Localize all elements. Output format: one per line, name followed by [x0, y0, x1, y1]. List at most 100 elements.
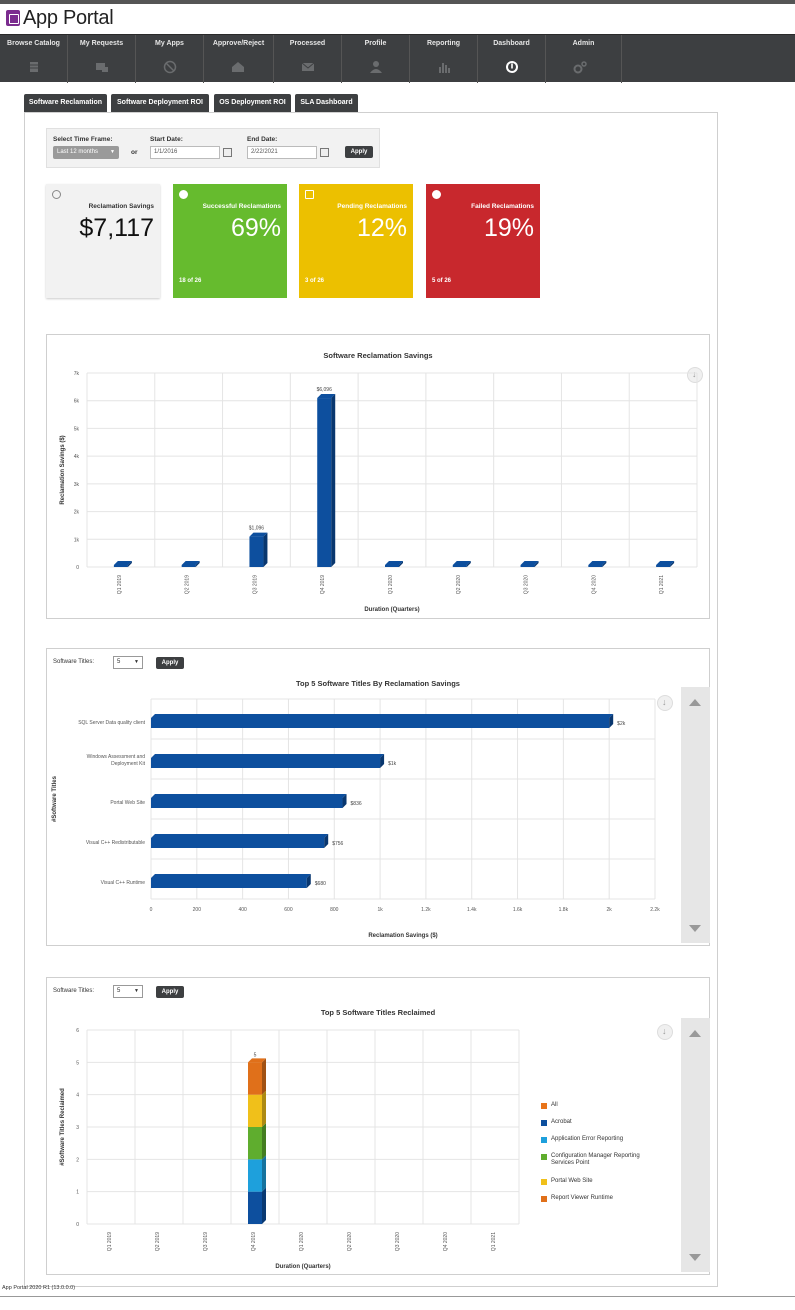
nav-admin[interactable]: Admin: [546, 35, 622, 83]
data-label: $1k: [388, 761, 397, 767]
nav-dashboard[interactable]: Dashboard: [478, 35, 546, 83]
chart-scrollbar[interactable]: [681, 1018, 710, 1272]
bar: [181, 565, 196, 567]
x-tick-label: 200: [193, 907, 202, 913]
y-tick-label: 0: [76, 1222, 79, 1228]
scroll-down-icon[interactable]: [689, 1254, 701, 1261]
bar-side: [380, 754, 385, 768]
card-value: $7,117: [79, 214, 154, 242]
stacked-bar-segment: [248, 1127, 262, 1160]
nav-profile[interactable]: Profile: [342, 35, 410, 83]
y-tick-label: 6k: [74, 399, 80, 405]
download-icon[interactable]: [687, 367, 703, 383]
x-tick-label: Q1 2021: [659, 575, 665, 594]
failed-reclamations-card: Failed Reclamations 19% 5 of 26: [426, 184, 540, 298]
y-tick-label: 6: [76, 1028, 79, 1034]
bar-top: [151, 754, 385, 758]
y-axis-label: Reclamation Savings ($): [60, 435, 66, 504]
software-titles-select[interactable]: 5: [113, 656, 143, 669]
x-tick-label: 1k: [377, 907, 383, 913]
bar-top: [588, 561, 607, 565]
window-top-border: [0, 0, 795, 4]
y-axis-label: #Software Titles Reclaimed: [60, 1088, 66, 1166]
nav-label: My Requests: [79, 40, 124, 47]
nav-approve-reject[interactable]: Approve/Reject: [204, 35, 274, 83]
card-value: 69%: [230, 214, 281, 242]
calendar-icon[interactable]: [223, 148, 232, 157]
bar-side: [262, 1123, 266, 1160]
x-tick-label: Q4 2019: [320, 575, 326, 594]
legend-label: Configuration Manager Reporting Services…: [551, 1153, 640, 1166]
y-tick-label: Visual C++ Redistributable: [86, 840, 145, 846]
bar-top: [249, 532, 268, 537]
y-tick-label: 4: [76, 1093, 79, 1099]
chart-title: Software Reclamation Savings: [323, 351, 433, 360]
stacked-bar-segment: [248, 1191, 262, 1224]
legend-label: All: [551, 1102, 558, 1108]
bar-side: [127, 561, 132, 567]
x-tick-label: Q4 2020: [443, 1232, 449, 1251]
nav-label: Dashboard: [493, 40, 530, 47]
nav-reporting[interactable]: Reporting: [410, 35, 478, 83]
bar: [151, 758, 381, 768]
data-label: $6,096: [317, 387, 333, 393]
bar-side: [262, 1090, 266, 1127]
bar-top: [656, 561, 675, 565]
date-filter-box: Select Time Frame: Last 12 months ▼ or S…: [46, 128, 380, 168]
nav-my-requests[interactable]: My Requests: [68, 35, 136, 83]
software-titles-label: Software Titles:: [53, 659, 95, 665]
time-frame-value: Last 12 months: [57, 149, 99, 155]
y-tick-label: 2: [76, 1157, 79, 1163]
apply-button[interactable]: Apply: [345, 146, 373, 158]
legend-swatch: [541, 1103, 547, 1109]
x-axis-label: Duration (Quarters): [364, 607, 419, 613]
scroll-down-icon[interactable]: [689, 925, 701, 932]
profile-icon: [370, 61, 382, 73]
card-title: Reclamation Savings: [88, 203, 154, 210]
approve-icon: [232, 62, 244, 72]
nav-browse-catalog[interactable]: Browse Catalog: [0, 35, 68, 83]
bar-side: [602, 561, 607, 567]
bar-side: [399, 561, 403, 567]
legend-swatch: [541, 1154, 547, 1160]
tab-software-reclamation[interactable]: Software Reclamation: [24, 94, 107, 112]
calendar-icon: [305, 190, 314, 199]
data-label: $1,096: [249, 526, 265, 532]
apply-button[interactable]: Apply: [156, 986, 184, 998]
nav-my-apps[interactable]: My Apps: [136, 35, 204, 83]
y-tick-label: 3: [76, 1125, 79, 1131]
scroll-up-icon[interactable]: [689, 699, 701, 706]
tab-software-deployment-roi[interactable]: Software Deployment ROI: [111, 94, 209, 112]
bar: [588, 565, 603, 567]
bar-chart-icon: [439, 63, 450, 73]
data-label: $2k: [617, 721, 626, 727]
download-icon[interactable]: [657, 695, 673, 711]
x-tick-label: Q3 2020: [524, 575, 530, 594]
legend-label: Portal Web Site: [551, 1178, 593, 1184]
time-frame-select[interactable]: Last 12 months ▼: [53, 146, 119, 159]
x-circle-icon: [432, 190, 441, 199]
legend-swatch: [541, 1137, 547, 1143]
chart-scrollbar[interactable]: [681, 687, 710, 943]
time-frame-label: Select Time Frame:: [53, 136, 113, 143]
tab-sla-dashboard[interactable]: SLA Dashboard: [295, 94, 358, 112]
start-date-input[interactable]: 1/1/2016: [150, 146, 220, 159]
nav-processed[interactable]: Processed: [274, 35, 342, 83]
end-date-input[interactable]: 2/22/2021: [247, 146, 317, 159]
apply-button[interactable]: Apply: [156, 657, 184, 669]
nav-label: Admin: [572, 40, 595, 47]
software-titles-select[interactable]: 5: [113, 985, 143, 998]
legend-label: Report Viewer Runtime: [551, 1195, 613, 1201]
bar-side: [195, 561, 200, 567]
x-tick-label: Q1 2020: [299, 1232, 305, 1251]
bar: [151, 878, 307, 888]
calendar-icon[interactable]: [320, 148, 329, 157]
scroll-up-icon[interactable]: [689, 1030, 701, 1037]
tab-os-deployment-roi[interactable]: OS Deployment ROI: [214, 94, 291, 112]
bar-side: [306, 874, 311, 888]
info-icon: [52, 190, 61, 199]
x-tick-label: Q3 2019: [203, 1232, 209, 1251]
app-header: App Portal: [0, 4, 795, 34]
download-icon[interactable]: [657, 1024, 673, 1040]
x-tick-label: Q1 2021: [491, 1232, 497, 1251]
